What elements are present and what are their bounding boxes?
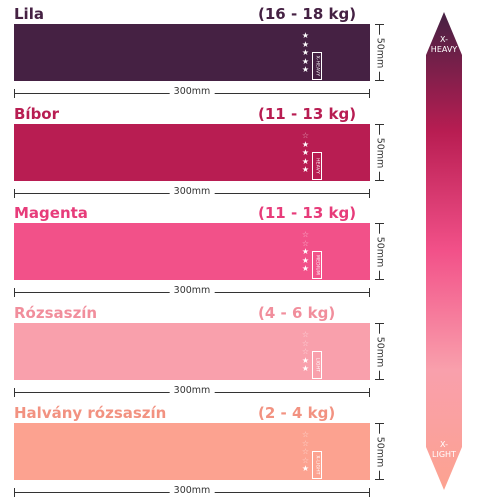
band-name: Halvány rózsaszín	[14, 404, 167, 422]
star-empty-icon: ☆	[301, 238, 310, 248]
width-dimension: 300mm	[14, 86, 370, 99]
width-dimension: 300mm	[14, 186, 370, 199]
band-swatch: ★ ★ ★ ★ ★ X-HEAVY	[14, 24, 370, 81]
star-empty-icon: ☆	[301, 447, 310, 456]
level-text: MEDIUM	[314, 255, 320, 275]
width-label: 300mm	[169, 385, 215, 396]
scale-top-label-line2: HEAVY	[430, 45, 458, 54]
level-tag: HEAVY	[312, 152, 322, 180]
level-tag: X-LIGHT	[312, 451, 322, 479]
star-empty-icon: ☆	[301, 455, 310, 465]
star-filled-icon: ★	[301, 255, 310, 265]
band-block: Halvány rózsaszín (2 - 4 kg) ☆ ☆ ☆ ☆ ★ X-LIGHT 3…	[0, 404, 410, 500]
width-dimension: 300mm	[14, 485, 370, 498]
level-tag: LIGHT	[312, 351, 322, 379]
band-swatch: ☆ ★ ★ ★ ★ HEAVY	[14, 124, 370, 181]
star-rating: ★ ★ ★ ★ ★	[301, 32, 310, 74]
band-name: Bíbor	[14, 105, 60, 123]
level-text: HEAVY	[314, 158, 320, 174]
band-swatch: ☆ ☆ ★ ★ ★ MEDIUM	[14, 223, 370, 280]
band-swatch: ☆ ☆ ☆ ☆ ★ X-LIGHT	[14, 423, 370, 480]
star-empty-icon: ☆	[301, 430, 310, 439]
level-text: LIGHT	[314, 357, 320, 373]
star-empty-icon: ☆	[301, 338, 310, 348]
scale-top-label: X- HEAVY	[426, 35, 462, 55]
band-weight: (11 - 13 kg)	[258, 105, 357, 123]
star-rating: ☆ ★ ★ ★ ★	[301, 132, 310, 174]
star-filled-icon: ★	[301, 65, 310, 74]
star-filled-icon: ★	[301, 264, 310, 273]
star-filled-icon: ★	[301, 355, 310, 365]
star-filled-icon: ★	[301, 165, 310, 174]
height-label: 50mm	[374, 433, 386, 470]
scale-bottom-label-line1: X-	[440, 440, 448, 449]
band-name: Rózsaszín	[14, 304, 98, 322]
level-text: X-HEAVY	[314, 55, 320, 77]
star-filled-icon: ★	[301, 364, 310, 373]
band-block: Rózsaszín (4 - 6 kg) ☆ ☆ ☆ ★ ★ LIGHT 300mm 50mm	[0, 304, 410, 404]
band-weight: (11 - 13 kg)	[258, 204, 357, 222]
height-dimension: 50mm	[374, 124, 388, 181]
width-dimension: 300mm	[14, 385, 370, 398]
band-block: Magenta (11 - 13 kg) ☆ ☆ ★ ★ ★ MEDIUM 300mm 50mm	[0, 204, 410, 304]
height-label: 50mm	[374, 233, 386, 270]
star-rating: ☆ ☆ ☆ ☆ ★	[301, 431, 310, 473]
height-dimension: 50mm	[374, 24, 388, 81]
level-text: X-LIGHT	[314, 455, 320, 475]
star-filled-icon: ★	[301, 31, 310, 40]
star-empty-icon: ☆	[301, 330, 310, 339]
band-swatch: ☆ ☆ ☆ ★ ★ LIGHT	[14, 323, 370, 380]
star-filled-icon: ★	[301, 48, 310, 57]
star-filled-icon: ★	[301, 56, 310, 66]
height-label: 50mm	[374, 34, 386, 71]
star-filled-icon: ★	[301, 156, 310, 166]
star-rating: ☆ ☆ ☆ ★ ★	[301, 331, 310, 373]
star-filled-icon: ★	[301, 39, 310, 49]
star-empty-icon: ☆	[301, 131, 310, 140]
scale-bottom-label-line2: LIGHT	[432, 450, 456, 459]
scale-bottom-label: X- LIGHT	[426, 440, 462, 460]
level-tag: X-HEAVY	[312, 52, 322, 80]
band-weight: (2 - 4 kg)	[258, 404, 336, 422]
star-filled-icon: ★	[301, 464, 310, 473]
star-filled-icon: ★	[301, 148, 310, 157]
width-label: 300mm	[169, 86, 215, 97]
level-tag: MEDIUM	[312, 251, 322, 279]
star-filled-icon: ★	[301, 139, 310, 149]
star-rating: ☆ ☆ ★ ★ ★	[301, 231, 310, 273]
intensity-scale-arrow	[426, 12, 462, 490]
star-empty-icon: ☆	[301, 230, 310, 239]
width-dimension: 300mm	[14, 285, 370, 298]
height-label: 50mm	[374, 333, 386, 370]
band-block: Bíbor (11 - 13 kg) ☆ ★ ★ ★ ★ HEAVY 300mm 50mm	[0, 105, 410, 205]
width-label: 300mm	[169, 285, 215, 296]
star-filled-icon: ★	[301, 247, 310, 256]
height-label: 50mm	[374, 134, 386, 171]
width-label: 300mm	[169, 186, 215, 197]
height-dimension: 50mm	[374, 223, 388, 280]
height-dimension: 50mm	[374, 323, 388, 380]
band-name: Magenta	[14, 204, 88, 222]
band-name: Lila	[14, 5, 44, 23]
star-empty-icon: ☆	[301, 438, 310, 448]
band-weight: (4 - 6 kg)	[258, 304, 336, 322]
width-label: 300mm	[169, 485, 215, 496]
band-weight: (16 - 18 kg)	[258, 5, 357, 23]
scale-top-label-line1: X-	[440, 35, 448, 44]
band-block: Lila (16 - 18 kg) ★ ★ ★ ★ ★ X-HEAVY 300mm 50mm	[0, 5, 410, 105]
star-empty-icon: ☆	[301, 347, 310, 356]
height-dimension: 50mm	[374, 423, 388, 480]
